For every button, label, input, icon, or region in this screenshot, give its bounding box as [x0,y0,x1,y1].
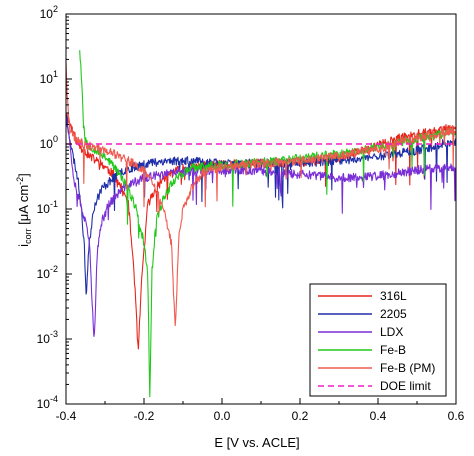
legend-label: LDX [380,325,403,339]
x-tick-label: 0.4 [370,409,387,423]
y-tick-label: 100 [40,134,58,151]
legend-label: DOE limit [380,379,431,393]
legend-label: Fe-B (PM) [380,361,435,375]
y-tick-label: 10-3 [37,329,58,346]
y-tick-label: 102 [40,4,58,21]
y-axis-label-sub: corr [23,228,33,244]
series-line-2205 [65,114,457,295]
y-tick-label: 10-2 [37,264,58,281]
y-axis-label-close: ] [16,173,31,177]
series-layer [65,50,457,398]
legend: 316L 2205 LDX Fe-B Fe-B (PM) DOE limit [309,283,447,397]
legend-label: 2205 [380,307,407,321]
x-tick-label: 0.2 [292,409,309,423]
y-axis-label-unit: [μA cm [16,185,31,229]
legend-label: Fe-B [380,343,406,357]
x-axis-label: E [V vs. ACLE] [214,435,299,450]
x-tick-label: 0.6 [448,409,465,423]
y-tick-label: 10-1 [37,199,58,216]
x-tick-label: 0.0 [214,409,231,423]
x-tick-label: -0.4 [56,409,77,423]
series-line-fe-b [79,50,457,398]
legend-items: 316L 2205 LDX Fe-B Fe-B (PM) DOE limit [318,289,435,393]
y-axis-label-sup: -2 [15,177,25,185]
y-tick-label: 101 [40,69,58,86]
legend-label: 316L [380,289,407,303]
y-axis-label: icorr [μA cm-2] [15,173,33,247]
legend-box [309,283,447,397]
axis-ticks: -0.4 -0.2 0.0 0.2 0.4 0.6 102 101 100 10-1 10-2 10-… [37,4,465,423]
x-tick-label: -0.2 [134,409,155,423]
series-line-ldx [65,115,457,337]
y-tick-label: 10-4 [37,394,58,411]
series-line-fe-b-pm [65,61,457,327]
y-axis-label-main: i [16,244,31,247]
